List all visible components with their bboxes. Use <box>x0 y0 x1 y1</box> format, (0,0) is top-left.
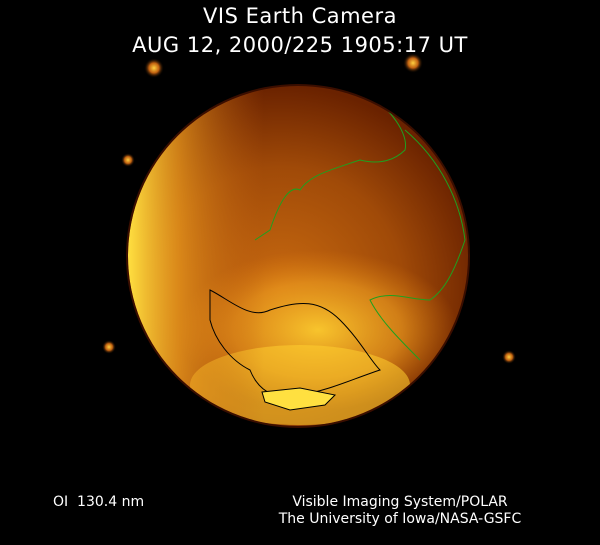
star <box>144 58 164 78</box>
credit: Visible Imaging System/POLAR The Univers… <box>250 494 550 528</box>
coastline-nightside <box>209 289 381 398</box>
star <box>121 153 135 167</box>
image-title: VIS Earth Camera <box>203 4 397 28</box>
star <box>502 350 516 364</box>
credit-line-2: The University of Iowa/NASA-GSFC <box>278 511 522 527</box>
coastline-north <box>174 86 407 241</box>
image-timestamp: AUG 12, 2000/225 1905:17 UT <box>132 33 468 57</box>
coastline-polar <box>261 387 337 411</box>
star <box>403 53 423 73</box>
stars <box>102 53 516 364</box>
star <box>102 340 116 354</box>
credit-line-1: Visible Imaging System/POLAR <box>292 494 508 510</box>
wavelength-label: OI 130.4 nm <box>53 494 145 510</box>
dayside-limb <box>128 86 468 426</box>
coastline-east <box>369 129 466 361</box>
